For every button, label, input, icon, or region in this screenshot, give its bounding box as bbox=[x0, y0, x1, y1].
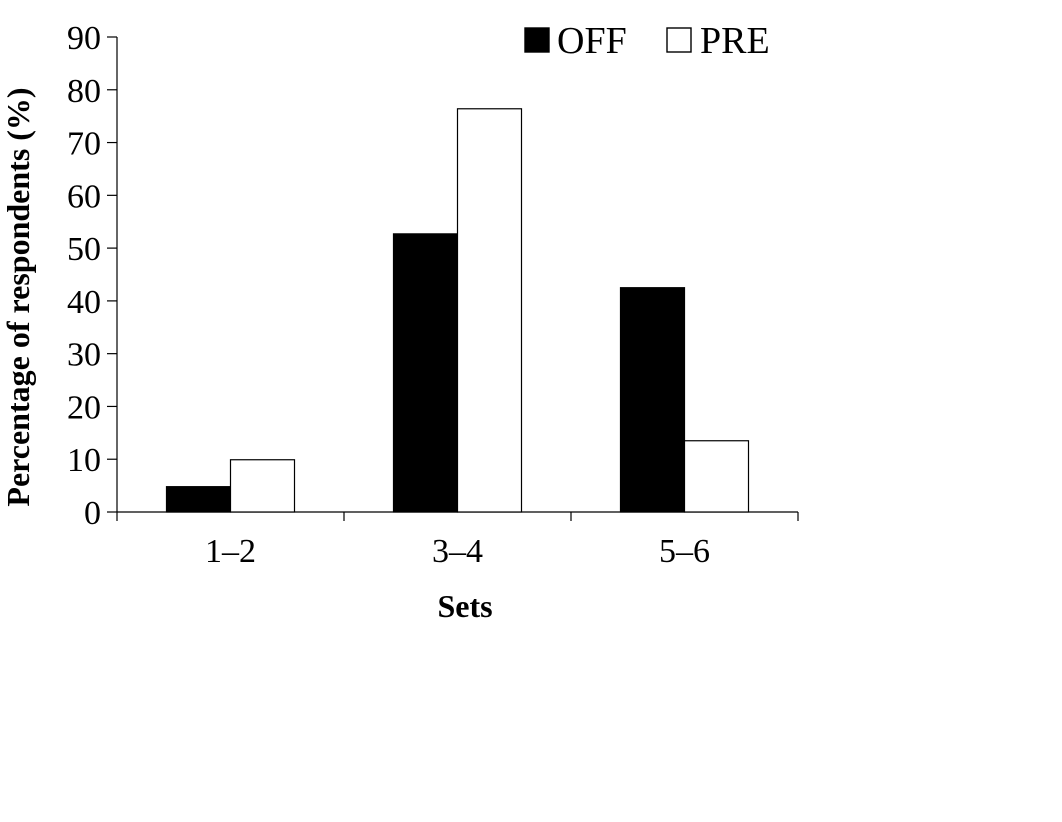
y-tick-label: 0 bbox=[84, 495, 101, 532]
legend-label-pre: PRE bbox=[700, 20, 770, 62]
legend: OFF PRE bbox=[524, 20, 770, 62]
bar-chart: 0 10 20 30 40 50 60 70 80 90 1–2 3–4 5–6 OFF PRE Perc… bbox=[0, 20, 799, 624]
legend-swatch-pre bbox=[666, 27, 692, 53]
bar-pre-1 bbox=[229, 459, 296, 513]
x-tick-label: 1–2 bbox=[205, 533, 256, 570]
axes: 0 10 20 30 40 50 60 70 80 90 1–2 3–4 5–6 bbox=[67, 20, 799, 570]
y-tick-label: 90 bbox=[67, 20, 101, 57]
y-tick-label: 60 bbox=[67, 178, 101, 215]
bar-off-1 bbox=[165, 486, 232, 513]
x-tick-label: 3–4 bbox=[432, 533, 483, 570]
y-tick-label: 20 bbox=[67, 389, 101, 426]
y-tick-label: 70 bbox=[67, 126, 101, 163]
y-tick-label: 50 bbox=[67, 231, 101, 268]
legend-swatch-off bbox=[524, 27, 550, 53]
y-tick-label: 10 bbox=[67, 442, 101, 479]
y-tick-label: 30 bbox=[67, 337, 101, 374]
x-axis-title: Sets bbox=[437, 588, 492, 624]
bar-off-3 bbox=[619, 287, 686, 513]
bar-pre-3 bbox=[683, 440, 750, 513]
bar-pre-2 bbox=[456, 108, 523, 513]
bar-off-2 bbox=[392, 233, 459, 513]
y-axis-title: Percentage of respondents (%) bbox=[0, 87, 36, 506]
bars bbox=[165, 108, 750, 513]
y-tick-label: 40 bbox=[67, 284, 101, 321]
x-tick-label: 5–6 bbox=[659, 533, 710, 570]
y-tick-label: 80 bbox=[67, 73, 101, 110]
legend-label-off: OFF bbox=[557, 20, 627, 62]
